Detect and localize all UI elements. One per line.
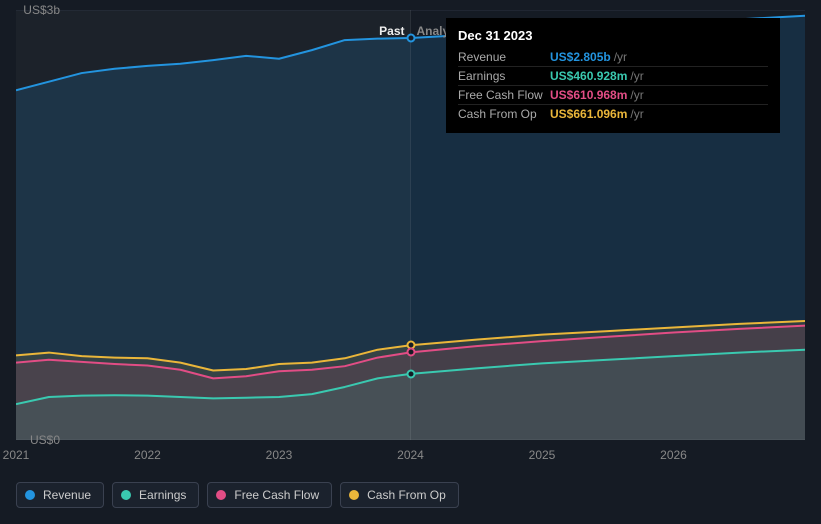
legend-item-free_cash_flow[interactable]: Free Cash Flow <box>207 482 332 508</box>
series-marker-revenue <box>406 33 415 42</box>
x-tick-label: 2025 <box>529 448 556 462</box>
legend-item-revenue[interactable]: Revenue <box>16 482 104 508</box>
series-marker-earnings <box>406 369 415 378</box>
tooltip-row-suffix: /yr <box>630 88 643 102</box>
tooltip-row-label: Free Cash Flow <box>458 88 550 102</box>
y-tick-label: US$0 <box>16 433 64 447</box>
tooltip-row-value: US$460.928m <box>550 69 627 83</box>
x-tick-label: 2021 <box>3 448 30 462</box>
legend-swatch <box>121 490 131 500</box>
tooltip-row-value: US$610.968m <box>550 88 627 102</box>
tooltip-row-label: Cash From Op <box>458 107 550 121</box>
legend-label: Revenue <box>43 488 91 502</box>
x-tick-label: 2022 <box>134 448 161 462</box>
legend: Revenue Earnings Free Cash Flow Cash From O… <box>16 482 459 508</box>
series-marker-free_cash_flow <box>406 348 415 357</box>
tooltip-row-revenue: RevenueUS$2.805b/yr <box>458 48 768 66</box>
tooltip-row-suffix: /yr <box>630 107 643 121</box>
tooltip-row-suffix: /yr <box>614 50 627 64</box>
tooltip-row-value: US$661.096m <box>550 107 627 121</box>
tooltip-row-earnings: EarningsUS$460.928m/yr <box>458 66 768 85</box>
tooltip-row-label: Earnings <box>458 69 550 83</box>
legend-label: Cash From Op <box>367 488 446 502</box>
legend-item-earnings[interactable]: Earnings <box>112 482 199 508</box>
tooltip-row-cash_from_op: Cash From OpUS$661.096m/yr <box>458 104 768 123</box>
y-tick-label: US$3b <box>16 3 64 17</box>
x-tick-label: 2023 <box>266 448 293 462</box>
tooltip-row-value: US$2.805b <box>550 50 611 64</box>
tooltip-row-label: Revenue <box>458 50 550 64</box>
tooltip: Dec 31 2023 RevenueUS$2.805b/yrEarningsU… <box>446 18 780 133</box>
legend-item-cash_from_op[interactable]: Cash From Op <box>340 482 459 508</box>
tooltip-row-free_cash_flow: Free Cash FlowUS$610.968m/yr <box>458 85 768 104</box>
legend-swatch <box>25 490 35 500</box>
legend-label: Free Cash Flow <box>234 488 319 502</box>
legend-label: Earnings <box>139 488 186 502</box>
tooltip-row-suffix: /yr <box>630 69 643 83</box>
x-tick-label: 2026 <box>660 448 687 462</box>
x-tick-label: 2024 <box>397 448 424 462</box>
legend-swatch <box>349 490 359 500</box>
tooltip-date: Dec 31 2023 <box>458 28 768 43</box>
legend-swatch <box>216 490 226 500</box>
